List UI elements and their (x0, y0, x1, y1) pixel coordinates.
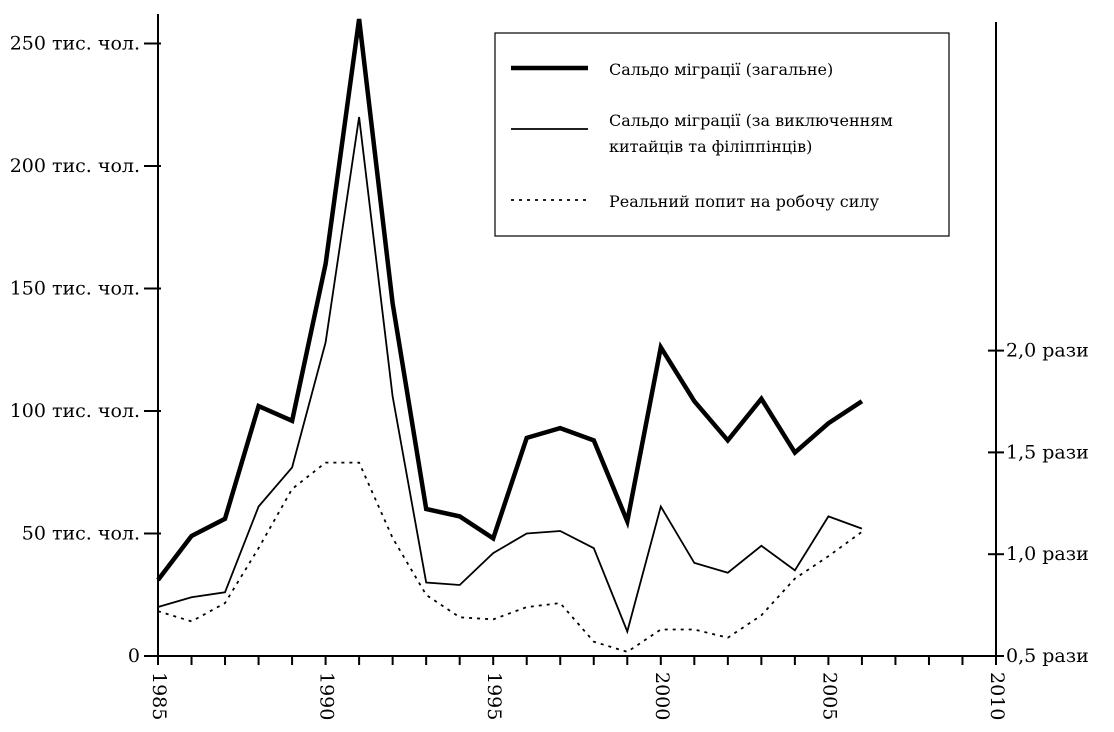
legend-label: Сальдо міграції (загальне) (609, 60, 833, 79)
legend-label: Реальний попит на робочу силу (609, 192, 880, 211)
right-tick-label: 0,5 рази (1006, 645, 1089, 667)
legend: Сальдо міграції (загальне) Сальдо міграці… (494, 32, 950, 237)
x-tick-label: 2005 (818, 672, 840, 720)
right-tick-label: 1,0 рази (1006, 543, 1089, 565)
left-tick-label: 0 (128, 645, 140, 667)
x-tick-label: 1990 (316, 672, 338, 720)
x-tick-label: 1995 (483, 672, 505, 720)
left-tick-label: 250 тис. чол. (10, 33, 140, 55)
series-line-3 (157, 461, 863, 653)
x-tick-label: 2000 (651, 672, 673, 720)
right-tick-label: 2,0 рази (1006, 340, 1089, 362)
series-line-1 (156, 18, 864, 582)
legend-label: китайців та філіппінців) (609, 137, 812, 156)
right-tick-label: 1,5 рази (1006, 441, 1089, 463)
axes: 0 50 тис. чол. 100 тис. чол. 150 тис. чол. 2… (10, 14, 1089, 720)
x-tick-label: 1985 (148, 672, 170, 720)
left-tick-label: 150 тис. чол. (10, 278, 140, 300)
left-tick-label: 200 тис. чол. (10, 155, 140, 177)
legend-label: Сальдо міграції (за виключенням (609, 111, 893, 130)
left-tick-label: 50 тис. чол. (22, 523, 140, 545)
series-line-2 (157, 116, 863, 635)
series-lines (156, 18, 864, 653)
left-tick-label: 100 тис. чол. (10, 400, 140, 422)
x-tick-label: 2010 (986, 672, 1008, 720)
